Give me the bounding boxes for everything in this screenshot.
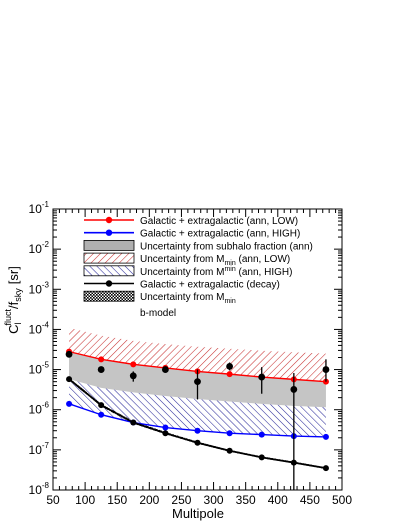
series-point-decay [66,376,73,383]
measurement-point [226,362,234,370]
measurement-points [65,350,330,490]
legend-marker-swatch [105,280,113,287]
y-tick-label: 10-6 [29,401,50,417]
series-point-ann-high [98,411,105,418]
measurement-point [258,373,266,381]
legend: Galactic + extragalactic (ann, LOW) Galac… [83,216,313,305]
x-tick-label: 100 [75,493,95,507]
measurement-point [129,372,137,380]
x-tick-label: 50 [46,493,60,507]
y-label-div: /f [6,301,21,309]
series-point-ann-high [258,431,265,438]
y-label-unit: [sr] [6,266,21,284]
legend-box-swatch [83,239,135,251]
x-axis: 50 100 150 200 250 300 350 400 450 500 [46,209,352,507]
x-tick-label: 150 [107,493,127,507]
series-point-ann-high [226,430,233,437]
x-tick-label: 350 [236,493,256,507]
legend-label: Galactic + extragalactic (ann, LOW) [140,216,298,227]
plot-frame [52,208,343,491]
x-tick-label: 250 [171,493,191,507]
y-tick-label: 10-1 [29,200,50,216]
b-model-annotation: b-model [140,308,176,319]
series-point-decay [322,465,329,472]
legend-label: Uncertainty from Mmin (ann, HIGH) [140,266,292,278]
y-axis-label: Clfluct/fsky [sr] [3,266,23,334]
legend-marker-swatch [105,229,113,236]
y-label-sup: fluct [3,308,13,325]
y-label-div-sub: sky [13,288,23,302]
x-axis-label: Multipole [172,506,224,521]
measurement-point [290,386,298,393]
legend-label: Galactic + extragalactic (decay) [140,280,280,291]
legend-label: Uncertainty from subhalo fraction (ann) [140,241,313,252]
y-tick-label: 10-2 [29,240,50,256]
legend-label: Galactic + extragalactic (ann, HIGH) [140,229,300,240]
y-tick-label: 10-3 [29,280,50,296]
measurement-point [161,366,169,373]
series-point-ann-low [98,356,105,363]
series-point-ann-high [322,433,329,440]
x-tick-label: 200 [139,493,159,507]
legend-box-swatch [83,252,135,264]
series-point-decay [130,419,137,426]
series-point-ann-low [130,361,137,368]
y-label-sub: l [13,322,23,324]
measurement-point [322,366,330,373]
measurement-point [65,350,73,358]
y-tick-label: 10-7 [29,441,50,457]
series-point-decay [98,402,105,409]
series-point-ann-low [226,371,233,378]
legend-box-swatch [83,290,135,302]
x-tick-label: 400 [268,493,288,507]
y-tick-label: 10-4 [29,320,50,336]
series-point-ann-high [66,400,73,407]
legend-label: Uncertainty from Mmin (ann, LOW) [140,254,290,267]
measurement-point [97,366,105,373]
series-point-decay [194,439,201,446]
series-point-ann-high [162,424,169,431]
x-tick-label: 300 [204,493,224,507]
y-tick-label: 10-8 [29,481,50,497]
y-tick-label: 10-5 [29,361,50,377]
legend-box-swatch [83,265,135,277]
series-point-decay [226,447,233,454]
x-tick-label: 450 [300,493,320,507]
series-point-decay [258,454,265,461]
series-point-decay [162,430,169,437]
y-label-main: C [6,324,21,333]
y-axis: 10-8 10-7 10-6 10-5 10-4 10-3 10-2 10-1 [29,200,342,497]
measurement-point [194,378,201,386]
series-point-ann-high [194,427,201,434]
legend-label: Uncertainty from Mmin [140,292,236,305]
legend-marker-swatch [105,216,113,224]
x-tick-label: 500 [332,493,352,507]
